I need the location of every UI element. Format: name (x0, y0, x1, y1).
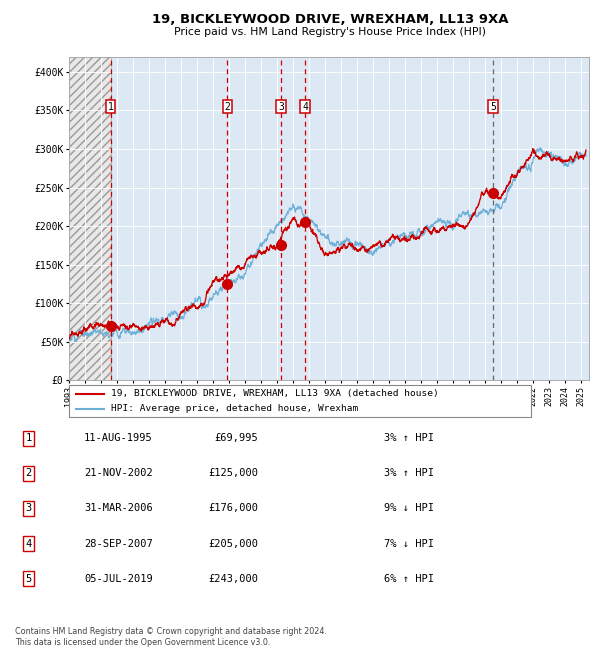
Text: 05-JUL-2019: 05-JUL-2019 (84, 574, 153, 584)
Text: Contains HM Land Registry data © Crown copyright and database right 2024.
This d: Contains HM Land Registry data © Crown c… (15, 627, 327, 647)
FancyBboxPatch shape (69, 385, 531, 417)
Text: £125,000: £125,000 (208, 469, 258, 478)
Text: 28-SEP-2007: 28-SEP-2007 (84, 539, 153, 549)
Text: 3: 3 (278, 101, 284, 112)
Text: 4: 4 (302, 101, 308, 112)
Text: 11-AUG-1995: 11-AUG-1995 (84, 434, 153, 443)
Text: 1: 1 (26, 434, 32, 443)
Text: 3% ↑ HPI: 3% ↑ HPI (384, 469, 434, 478)
Text: 5: 5 (26, 574, 32, 584)
Text: 31-MAR-2006: 31-MAR-2006 (84, 504, 153, 514)
Text: 5: 5 (490, 101, 496, 112)
Text: Price paid vs. HM Land Registry's House Price Index (HPI): Price paid vs. HM Land Registry's House … (174, 27, 486, 37)
Text: £205,000: £205,000 (208, 539, 258, 549)
Text: 3% ↑ HPI: 3% ↑ HPI (384, 434, 434, 443)
Text: 9% ↓ HPI: 9% ↓ HPI (384, 504, 434, 514)
Text: 3: 3 (26, 504, 32, 514)
Text: 21-NOV-2002: 21-NOV-2002 (84, 469, 153, 478)
Text: 1: 1 (107, 101, 113, 112)
Text: 7% ↓ HPI: 7% ↓ HPI (384, 539, 434, 549)
Text: £176,000: £176,000 (208, 504, 258, 514)
Text: 19, BICKLEYWOOD DRIVE, WREXHAM, LL13 9XA: 19, BICKLEYWOOD DRIVE, WREXHAM, LL13 9XA (152, 13, 508, 26)
Text: £243,000: £243,000 (208, 574, 258, 584)
Text: 19, BICKLEYWOOD DRIVE, WREXHAM, LL13 9XA (detached house): 19, BICKLEYWOOD DRIVE, WREXHAM, LL13 9XA… (110, 389, 439, 398)
Text: 6% ↑ HPI: 6% ↑ HPI (384, 574, 434, 584)
Text: HPI: Average price, detached house, Wrexham: HPI: Average price, detached house, Wrex… (110, 404, 358, 413)
Text: 2: 2 (26, 469, 32, 478)
Text: 2: 2 (224, 101, 230, 112)
Text: 4: 4 (26, 539, 32, 549)
Text: £69,995: £69,995 (214, 434, 258, 443)
